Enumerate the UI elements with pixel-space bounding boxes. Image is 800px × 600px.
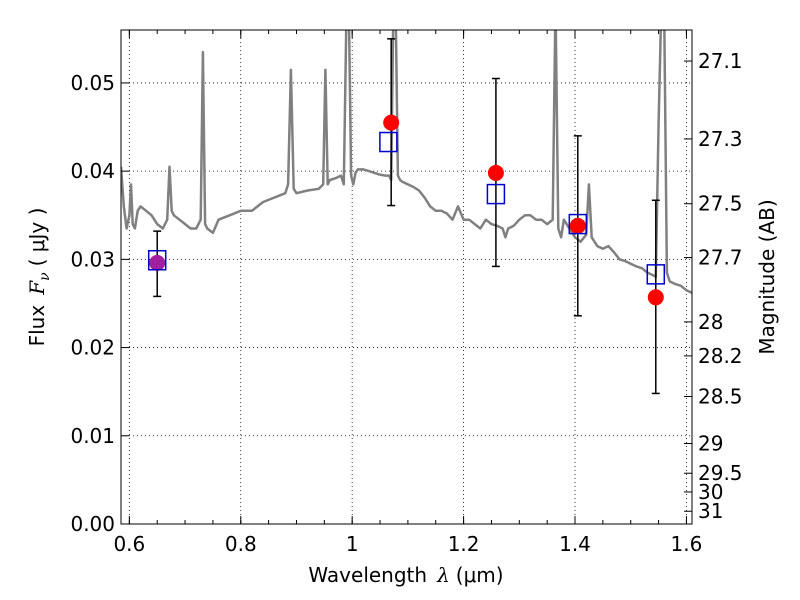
y2-tick-label: 28	[698, 310, 723, 334]
observed-point	[647, 289, 664, 306]
data-layer	[121, 30, 692, 295]
plot-frame	[120, 29, 693, 525]
y2-tick-label: 27.1	[698, 49, 743, 73]
model-photometry-point	[379, 131, 398, 153]
observed-point	[149, 254, 166, 271]
marker-layer	[147, 38, 666, 395]
observed-point	[569, 217, 586, 234]
y2-tick-label: 27.7	[698, 246, 743, 270]
y-tick-label: 0.05	[70, 71, 115, 95]
y-tick-label: 0.03	[70, 247, 115, 271]
x-tick-label: 1.6	[671, 532, 703, 556]
model-photometry-point	[147, 249, 167, 271]
y2-tick-label: 29.5	[698, 461, 743, 485]
y2-tick-label: 31	[698, 499, 723, 523]
y2-tick-label: 27.5	[698, 192, 743, 216]
model-photometry-point	[646, 264, 666, 285]
ticks	[121, 30, 692, 525]
y-tick-label: 0.01	[70, 424, 115, 448]
x-tick-label: 0.8	[225, 532, 257, 556]
model-spectrum-line	[121, 30, 692, 295]
x-tick-label: 1.2	[448, 532, 480, 556]
y-axis-label: FluxFν( μJy )	[25, 208, 53, 347]
plot-area	[121, 30, 692, 524]
y-tick-label: 0.02	[70, 336, 115, 360]
y2-tick-label: 27.3	[698, 127, 743, 151]
y-tick-label: 0.04	[70, 159, 115, 183]
x-tick-label: 1	[346, 532, 359, 556]
y2-tick-label: 29	[698, 432, 723, 456]
x-axis-label: Wavelength λ (μm)	[308, 563, 503, 587]
observed-point	[383, 114, 400, 131]
observed-point	[487, 164, 504, 181]
x-tick-label: 1.4	[559, 532, 591, 556]
model-photometry-point	[568, 213, 588, 235]
y-tick-label: 0.00	[70, 512, 115, 536]
y2-tick-label: 28.5	[698, 384, 743, 408]
y2-axis-label: Magnitude (AB)	[755, 199, 779, 354]
y2-tick-label: 30	[698, 480, 723, 504]
x-tick-label: 0.6	[113, 532, 145, 556]
y2-tick-label: 28.2	[698, 344, 743, 368]
model-photometry-point	[486, 183, 506, 205]
